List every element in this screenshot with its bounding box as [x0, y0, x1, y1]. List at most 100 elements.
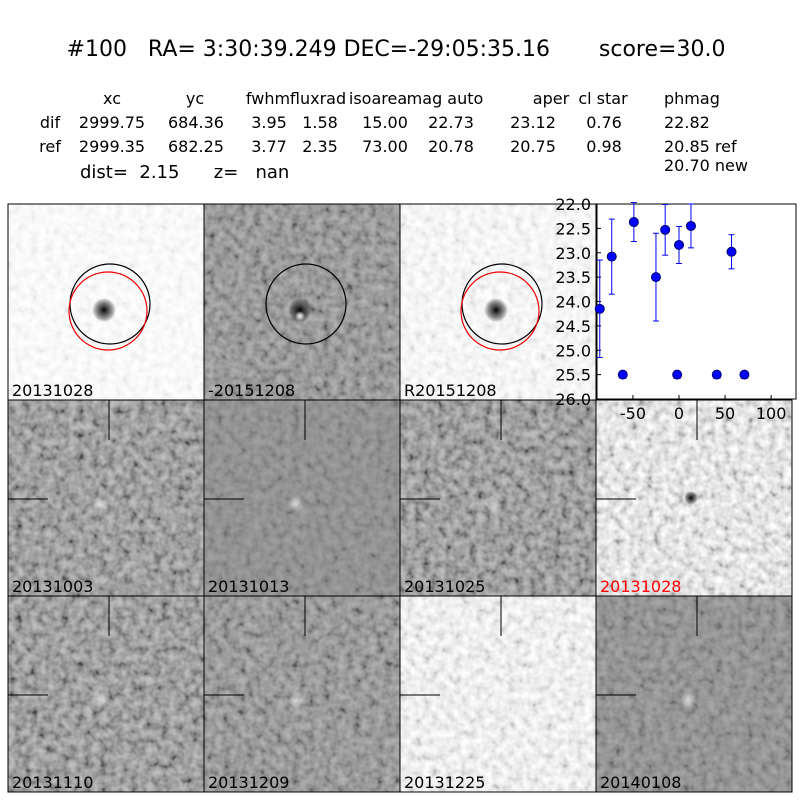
panels: 20131028 -20151208 R20151208 20131003 201310… [7, 203, 793, 793]
x-tick-label: 0 [674, 404, 684, 423]
panel-label: 20131013 [208, 577, 289, 596]
phmag-new: 20.70 new [664, 156, 748, 175]
panel-label: 20131025 [404, 577, 485, 596]
panel-label: 20131003 [12, 577, 93, 596]
source [484, 692, 500, 708]
image-panel: 20131028 [595, 399, 793, 597]
cell: 2999.75 [79, 113, 145, 132]
y-tick-label: 24.5 [555, 317, 591, 336]
panel-label: -20151208 [208, 381, 295, 400]
lightcurve: 22.0 22.5 23.0 23.5 24.0 24.5 25.0 25.5 26.0 -50 0… [555, 195, 797, 423]
column-header: aper [533, 89, 570, 108]
cell: 0.76 [586, 113, 622, 132]
image-tone [204, 596, 400, 792]
y-tick-label: 25.5 [555, 366, 591, 385]
y-tick-label: 22.5 [555, 219, 591, 238]
panel-label: 20131028 [12, 381, 93, 400]
column-header: xc [103, 89, 121, 108]
column-header: fluxrad [290, 89, 346, 108]
x-tick-label: 100 [756, 404, 787, 423]
residual [295, 311, 305, 321]
dist: dist= 2.15 z= nan [80, 162, 289, 183]
cell: 684.36 [168, 113, 224, 132]
image-panel: -20151208 [203, 203, 401, 401]
cell: 3.77 [251, 137, 287, 156]
cell: 20.75 [510, 137, 556, 156]
point [739, 369, 750, 380]
column-header: phmag [664, 89, 720, 108]
panel-label: 20131209 [208, 773, 289, 792]
column-header: mag auto [407, 89, 484, 108]
cell: 0.98 [586, 137, 622, 156]
source [288, 496, 304, 512]
column-header: fwhm [246, 89, 290, 108]
x-tick-label: -50 [620, 404, 646, 423]
y-tick-label: 24.0 [555, 293, 591, 312]
image-panel: 20131025 [399, 399, 597, 597]
point [628, 217, 639, 228]
y-tick-label: 25.0 [555, 341, 591, 360]
image-panel: 20131209 [203, 595, 401, 793]
aperture-ref [460, 271, 540, 351]
cell: 1.58 [302, 113, 338, 132]
cell: 22.82 [664, 113, 710, 132]
aperture [265, 263, 347, 345]
panel-label: 20131028 [600, 577, 681, 596]
image-panel: 20131028 [7, 203, 205, 401]
source [92, 692, 108, 708]
y-tick-label: 23.5 [555, 268, 591, 287]
point [594, 303, 605, 314]
column-header: yc [186, 89, 204, 108]
source [92, 496, 108, 512]
title: #100 RA= 3:30:39.249 DEC=-29:05:35.16 sc… [67, 37, 726, 62]
panel-label: 20131110 [12, 773, 93, 792]
panel-label: 20131225 [404, 773, 485, 792]
point [672, 369, 683, 380]
source [684, 491, 698, 505]
cell: 682.25 [168, 137, 224, 156]
x-tick-label: 50 [715, 404, 735, 423]
cell: 2.35 [302, 137, 338, 156]
source [288, 692, 304, 708]
source [484, 496, 500, 512]
image-panel: R20151208 [399, 203, 597, 401]
cell: 20.85 ref [664, 137, 737, 156]
image-panel: 20131225 [399, 595, 597, 793]
image-tone [400, 596, 596, 792]
image-tone [204, 400, 400, 596]
point [711, 369, 722, 380]
point [617, 369, 628, 380]
panel-label: R20151208 [404, 381, 497, 400]
point [673, 239, 684, 250]
residual [683, 504, 693, 514]
plot-area [596, 203, 797, 400]
image-panel: 20131003 [7, 399, 205, 597]
column-header: isoarea [349, 89, 407, 108]
y-tick-label: 26.0 [555, 390, 591, 409]
image-tone [596, 596, 792, 792]
point [685, 220, 696, 231]
point [726, 246, 737, 257]
image-panel: 20131013 [203, 399, 401, 597]
column-header: cl star [578, 89, 628, 108]
cell: 2999.35 [79, 137, 145, 156]
cell: 73.00 [362, 137, 408, 156]
cell: 22.73 [428, 113, 474, 132]
image-tone [8, 400, 204, 596]
cell: 3.95 [251, 113, 287, 132]
point [660, 224, 671, 235]
source [288, 298, 312, 322]
y-tick-label: 22.0 [555, 195, 591, 214]
cell: 15.00 [362, 113, 408, 132]
row-label: ref [39, 137, 61, 156]
image-tone [8, 596, 204, 792]
image-panel: 20140108 [595, 595, 793, 793]
aperture-ref [68, 271, 148, 351]
image-panel: 20131110 [7, 595, 205, 793]
source [680, 692, 696, 708]
frame [595, 595, 793, 793]
panel-label: 20140108 [600, 773, 681, 792]
cell: 20.78 [428, 137, 474, 156]
cell: 23.12 [510, 113, 556, 132]
